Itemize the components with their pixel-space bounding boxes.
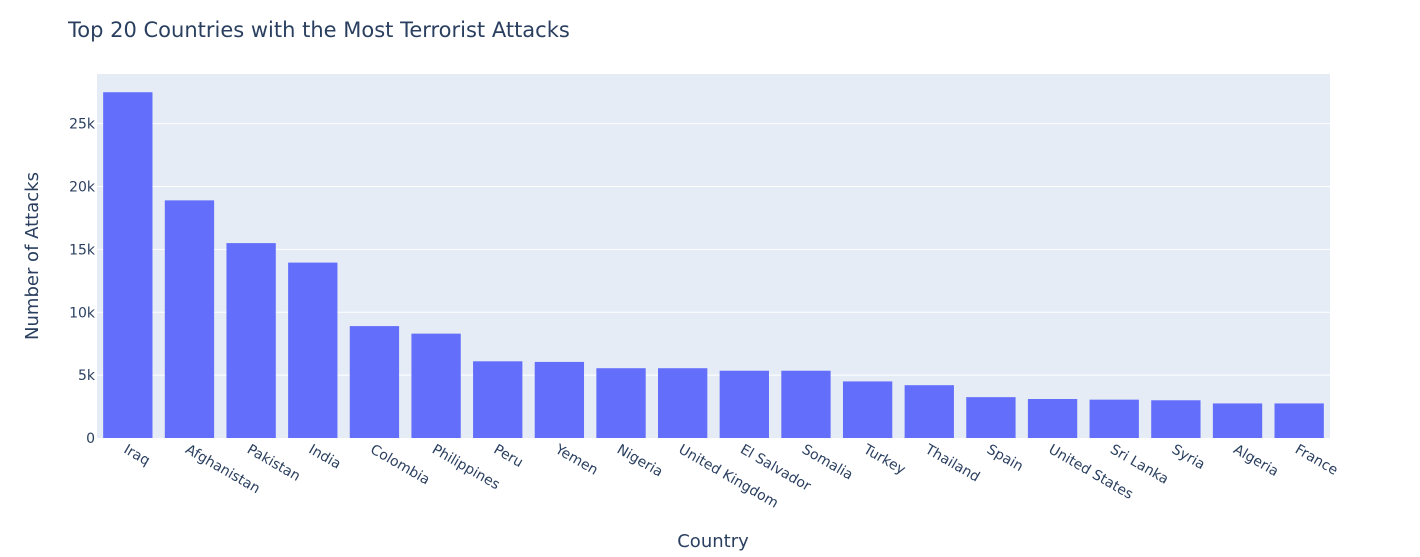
bar-somalia — [781, 370, 831, 438]
bar-turkey — [842, 381, 893, 438]
x-tick-label: Turkey — [860, 441, 908, 478]
bar-thailand — [904, 385, 954, 438]
y-axis-title: Number of Attacks — [22, 172, 43, 340]
x-tick-label: Philippines — [429, 442, 502, 494]
bar-iraq — [103, 92, 153, 438]
bar-colombia — [349, 326, 400, 438]
x-tick-label: France — [1292, 442, 1340, 479]
x-tick-label: Syria — [1169, 442, 1208, 474]
bar-france — [1274, 403, 1324, 438]
bars — [103, 92, 1324, 438]
bar-algeria — [1212, 403, 1263, 438]
x-tick-label: Iraq — [121, 442, 153, 470]
bar-el-salvador — [719, 370, 769, 438]
y-tick-label: 25k — [69, 117, 96, 133]
bar-yemen — [534, 361, 585, 438]
x-axis-title: Country — [677, 531, 749, 552]
x-tick-label: Thailand — [921, 441, 982, 485]
bar-united-kingdom — [658, 368, 708, 438]
y-tick-label: 5k — [78, 368, 96, 384]
y-axis-ticks: 0 5k 10k 15k 20k 25k — [69, 117, 96, 447]
bar-nigeria — [596, 368, 646, 438]
chart-title: Top 20 Countries with the Most Terrorist… — [67, 18, 570, 42]
bar-pakistan — [226, 243, 276, 438]
y-tick-label: 20k — [69, 180, 96, 196]
bar-india — [288, 262, 338, 438]
x-tick-label: India — [306, 442, 344, 473]
bar-united-states — [1027, 399, 1078, 438]
bar-afghanistan — [164, 200, 215, 438]
y-tick-label: 15k — [69, 242, 96, 258]
x-tick-label: Colombia — [367, 442, 432, 489]
x-tick-label: Spain — [984, 442, 1026, 475]
bar-syria — [1151, 400, 1201, 438]
y-tick-label: 0 — [86, 431, 95, 447]
bar-spain — [966, 397, 1016, 438]
x-tick-label: Nigeria — [614, 442, 665, 481]
x-tick-label: Yemen — [552, 441, 601, 479]
y-tick-label: 10k — [69, 305, 96, 321]
x-tick-label: Peru — [491, 442, 526, 471]
bar-philippines — [411, 333, 461, 438]
bar-sri-lanka — [1089, 399, 1139, 438]
bar-peru — [473, 361, 523, 438]
x-tick-label: Algeria — [1231, 442, 1282, 480]
plot-area — [97, 74, 1330, 438]
